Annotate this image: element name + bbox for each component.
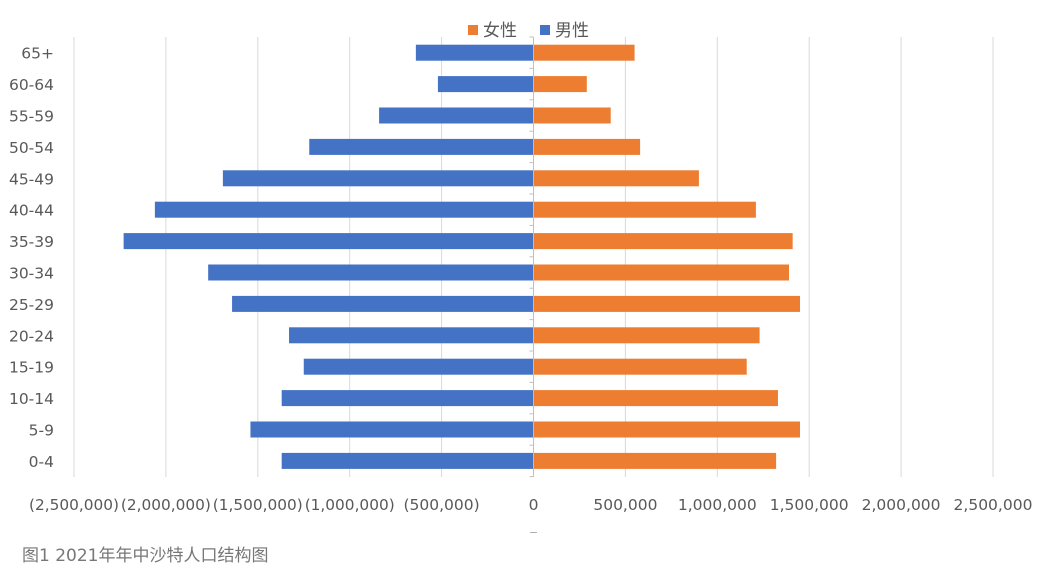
x-tick-label: 2,500,000 (954, 496, 1033, 514)
bar-female-15-19 (533, 358, 747, 375)
bar-female-5-9 (533, 421, 801, 438)
bar-male-40-44 (154, 201, 534, 218)
bar-male-20-24 (289, 327, 534, 344)
y-tick-label: 60-64 (9, 76, 54, 94)
bar-female-20-24 (533, 327, 760, 344)
legend-swatch-male (540, 25, 550, 35)
y-tick-label: 45-49 (9, 170, 54, 188)
legend-label-male: 男性 (555, 21, 589, 41)
bar-male-10-14 (281, 390, 534, 407)
y-tick-label: 25-29 (9, 296, 54, 314)
y-tick-label: 55-59 (9, 108, 54, 126)
bar-male-50-54 (309, 138, 534, 155)
bar-male-30-34 (208, 264, 534, 281)
bar-female-55-59 (533, 107, 611, 124)
bar-male-35-39 (123, 233, 534, 250)
figure-caption: 图1 2021年年中沙特人口结构图 (22, 546, 269, 566)
x-tick-label: 1,500,000 (770, 496, 849, 514)
x-tick-label: 500,000 (593, 496, 657, 514)
bar-female-30-34 (533, 264, 789, 281)
bar-female-40-44 (533, 201, 756, 218)
y-tick-label: 0-4 (29, 453, 54, 471)
bar-male-45-49 (222, 170, 534, 187)
bar-male-60-64 (437, 76, 534, 93)
x-tick-label: (500,000) (403, 496, 479, 514)
y-tick-label: 5-9 (29, 422, 54, 440)
bar-male-5-9 (250, 421, 534, 438)
bar-female-60-64 (533, 76, 587, 93)
bar-female-10-14 (533, 390, 778, 407)
bar-male-55-59 (379, 107, 534, 124)
x-tick-label: (1,000,000) (305, 496, 395, 514)
x-tick-label: (1,500,000) (213, 496, 303, 514)
y-tick-label: 15-19 (9, 359, 54, 377)
bar-female-35-39 (533, 233, 793, 250)
y-tick-label: 50-54 (9, 139, 54, 157)
bar-male-25-29 (232, 295, 534, 312)
bar-male-0-4 (281, 452, 534, 469)
y-tick-label: 40-44 (9, 202, 54, 220)
y-tick-label: 10-14 (9, 390, 54, 408)
bar-female-50-54 (533, 138, 641, 155)
y-tick-label: 20-24 (9, 327, 54, 345)
bar-female-25-29 (533, 295, 801, 312)
bar-female-65+ (533, 44, 635, 61)
legend-label-female: 女性 (483, 21, 517, 41)
x-tick-label: (2,500,000) (29, 496, 119, 514)
x-tick-label: 2,000,000 (862, 496, 941, 514)
y-tick-label: 30-34 (9, 265, 54, 283)
y-tick-label: 35-39 (9, 233, 54, 251)
legend-swatch-female (468, 25, 478, 35)
bar-male-15-19 (303, 358, 534, 375)
x-tick-label: (2,000,000) (121, 496, 211, 514)
x-tick-label: 1,000,000 (678, 496, 757, 514)
chart-svg: 0-4 5-9 10-14 15-19 20-24 25-29 30-34 35-39 40-4… (9, 21, 1033, 534)
x-tick-label: 0 (529, 496, 539, 514)
stray-mark: _ (529, 519, 537, 534)
bar-male-65+ (415, 44, 534, 61)
bar-female-45-49 (533, 170, 699, 187)
bar-female-0-4 (533, 452, 777, 469)
y-tick-label: 65+ (21, 45, 54, 63)
